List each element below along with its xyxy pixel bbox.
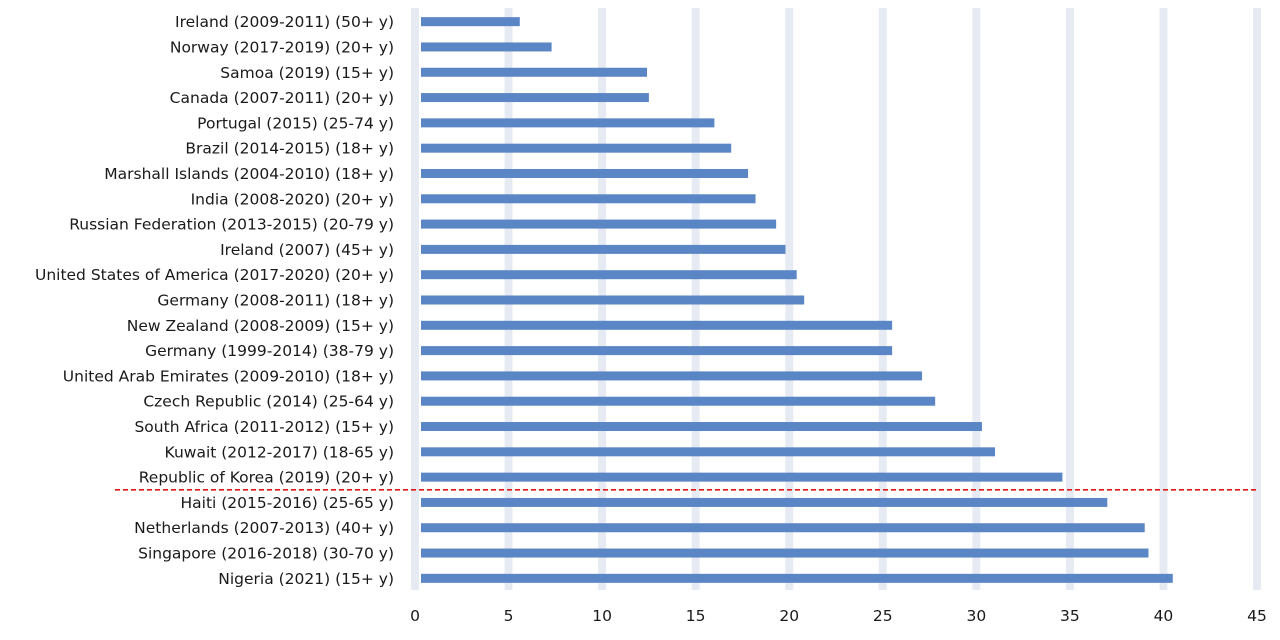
category-label: United States of America (2017-2020) (20… bbox=[35, 266, 394, 284]
category-label: Ireland (2007) (45+ y) bbox=[220, 241, 394, 259]
bar bbox=[421, 42, 552, 52]
bar bbox=[421, 371, 923, 381]
bar bbox=[421, 270, 797, 280]
gridline bbox=[1065, 8, 1074, 590]
category-label: Portugal (2015) (25-74 y) bbox=[197, 114, 394, 132]
category-label: Netherlands (2007-2013) (40+ y) bbox=[134, 519, 394, 537]
bar bbox=[421, 143, 732, 153]
bar bbox=[421, 17, 520, 27]
bar bbox=[421, 219, 777, 229]
bar bbox=[421, 244, 786, 254]
category-label: Canada (2007-2011) (20+ y) bbox=[170, 89, 394, 107]
bar bbox=[421, 118, 715, 128]
x-tick-label: 45 bbox=[1247, 607, 1267, 625]
bar bbox=[421, 447, 996, 457]
bar bbox=[421, 194, 756, 204]
category-label: New Zealand (2008-2009) (15+ y) bbox=[127, 317, 394, 335]
category-label: Norway (2017-2019) (20+ y) bbox=[170, 38, 394, 56]
value-axis-tick-labels: 0 5 10 15 20 25 30 35 40 45 bbox=[410, 607, 1267, 625]
bar bbox=[421, 422, 982, 432]
category-axis-labels: Ireland (2009-2011) (50+ y) Norway (2017-… bbox=[35, 13, 394, 588]
x-tick-label: 35 bbox=[1060, 607, 1080, 625]
category-label: Brazil (2014-2015) (18+ y) bbox=[185, 140, 394, 158]
gridline bbox=[972, 8, 981, 590]
category-label: India (2008-2020) (20+ y) bbox=[191, 190, 394, 208]
category-label: Marshall Islands (2004-2010) (18+ y) bbox=[104, 165, 394, 183]
bar bbox=[421, 93, 649, 103]
category-label: Germany (1999-2014) (38-79 y) bbox=[145, 342, 394, 360]
bar bbox=[421, 548, 1149, 558]
category-label: Czech Republic (2014) (25-64 y) bbox=[143, 393, 394, 411]
category-label: Nigeria (2021) (15+ y) bbox=[218, 570, 394, 588]
category-label: Singapore (2016-2018) (30-70 y) bbox=[138, 545, 394, 563]
x-tick-label: 10 bbox=[592, 607, 612, 625]
x-tick-label: 30 bbox=[966, 607, 986, 625]
gridline bbox=[878, 8, 887, 590]
bar bbox=[421, 497, 1108, 507]
bar bbox=[421, 396, 936, 406]
category-label: South Africa (2011-2012) (15+ y) bbox=[134, 418, 394, 436]
bar bbox=[421, 295, 805, 305]
category-label: Kuwait (2012-2017) (18-65 y) bbox=[165, 443, 394, 461]
x-tick-label: 40 bbox=[1154, 607, 1174, 625]
bar-series bbox=[421, 17, 1173, 583]
bar bbox=[421, 573, 1173, 583]
x-tick-label: 5 bbox=[504, 607, 514, 625]
x-tick-label: 20 bbox=[779, 607, 799, 625]
x-tick-label: 25 bbox=[873, 607, 893, 625]
category-label: Ireland (2009-2011) (50+ y) bbox=[175, 13, 394, 31]
category-label: Haiti (2015-2016) (25-65 y) bbox=[180, 494, 394, 512]
category-label: Samoa (2019) (15+ y) bbox=[220, 64, 394, 82]
gridline bbox=[1159, 8, 1168, 590]
bar bbox=[421, 523, 1145, 533]
x-tick-label: 0 bbox=[410, 607, 420, 625]
category-label: Germany (2008-2011) (18+ y) bbox=[157, 292, 394, 310]
bar bbox=[421, 320, 893, 330]
bar bbox=[421, 168, 749, 178]
bar bbox=[421, 472, 1063, 482]
category-label: Republic of Korea (2019) (20+ y) bbox=[139, 469, 394, 487]
bar bbox=[421, 67, 648, 77]
category-label: United Arab Emirates (2009-2010) (18+ y) bbox=[63, 367, 394, 385]
x-tick-label: 15 bbox=[686, 607, 706, 625]
gridline bbox=[411, 8, 419, 590]
category-label: Russian Federation (2013-2015) (20-79 y) bbox=[69, 216, 394, 234]
bar bbox=[421, 346, 893, 356]
gridline bbox=[1253, 8, 1261, 590]
